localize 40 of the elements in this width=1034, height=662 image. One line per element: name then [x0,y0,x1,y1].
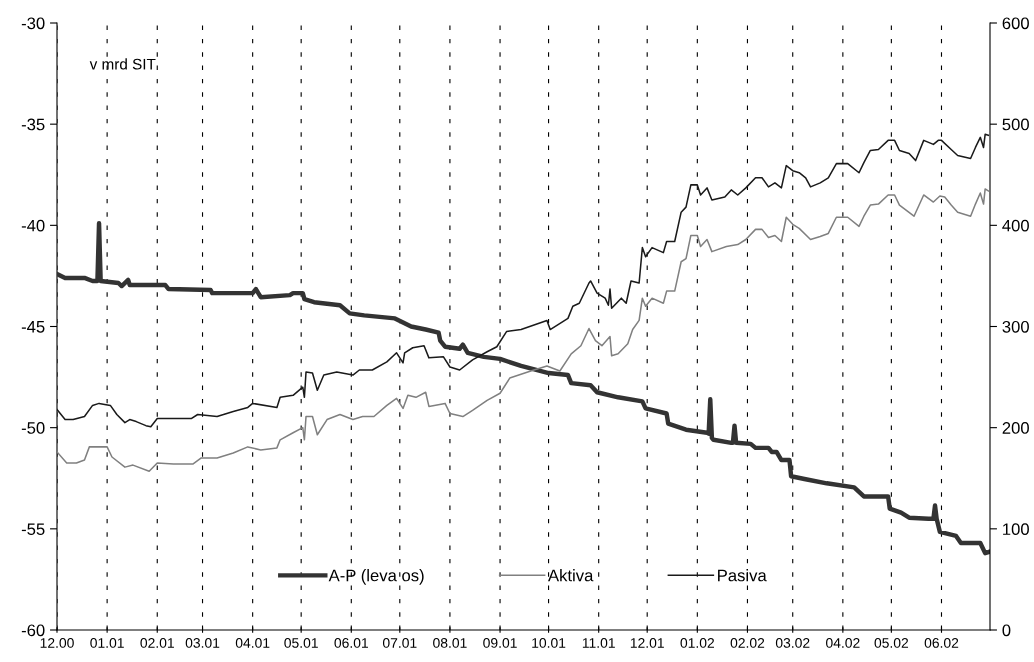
y2-tick-label: 0 [1002,624,1011,637]
x-tick-label: 06.02 [924,638,959,648]
y2-tick-label: 300 [1002,320,1029,333]
y2-tick-label: 100 [1003,523,1029,536]
x-tick-label: 04.02 [826,638,860,648]
legend-label: Pasiva [718,569,767,582]
x-tick-label: 10.01 [532,638,566,648]
annotation: v mrd SIT [89,58,156,70]
x-tick-label: 06.01 [334,638,368,648]
legend-label: Aktiva [548,569,594,582]
x-tick-label: 01.01 [90,638,124,648]
x-tick-label: 11.01 [582,638,615,648]
x-tick-label: 02.01 [140,638,174,648]
x-tick-label: 08.01 [433,638,467,648]
x-tick-label: 02.02 [730,638,765,648]
x-tick-label: 03.02 [775,638,810,648]
x-tick-label: 09.01 [483,638,517,648]
line-series [57,133,990,428]
legend-label: A-P (leva os) [328,569,424,585]
x-tick-label: 12.01 [630,638,664,648]
y2-tick-label: 600 [1002,17,1029,30]
x-tick-label: 01.02 [680,638,715,648]
y-tick-label: -55 [21,523,45,536]
y2-tick-label: 200 [1002,422,1029,434]
line-series [57,188,990,472]
y-tick-label: -60 [21,624,45,637]
y2-tick-label: 400 [1002,219,1029,232]
x-tick-label: 03.01 [185,638,220,648]
y-tick-label: -45 [21,321,45,333]
y-tick-label: -50 [21,422,45,434]
y-tick-label: -30 [21,17,45,30]
x-tick-label: 04.01 [235,638,270,648]
x-tick-label: 05.01 [284,638,318,648]
x-tick-label: 07.01 [382,638,417,648]
x-tick-label: 12.00 [40,638,74,648]
x-tick-label: 05.02 [874,638,909,648]
y-tick-label: -40 [21,219,45,232]
y2-tick-label: 500 [1002,118,1029,131]
y-tick-label: -35 [21,118,45,131]
line-series [57,221,990,556]
